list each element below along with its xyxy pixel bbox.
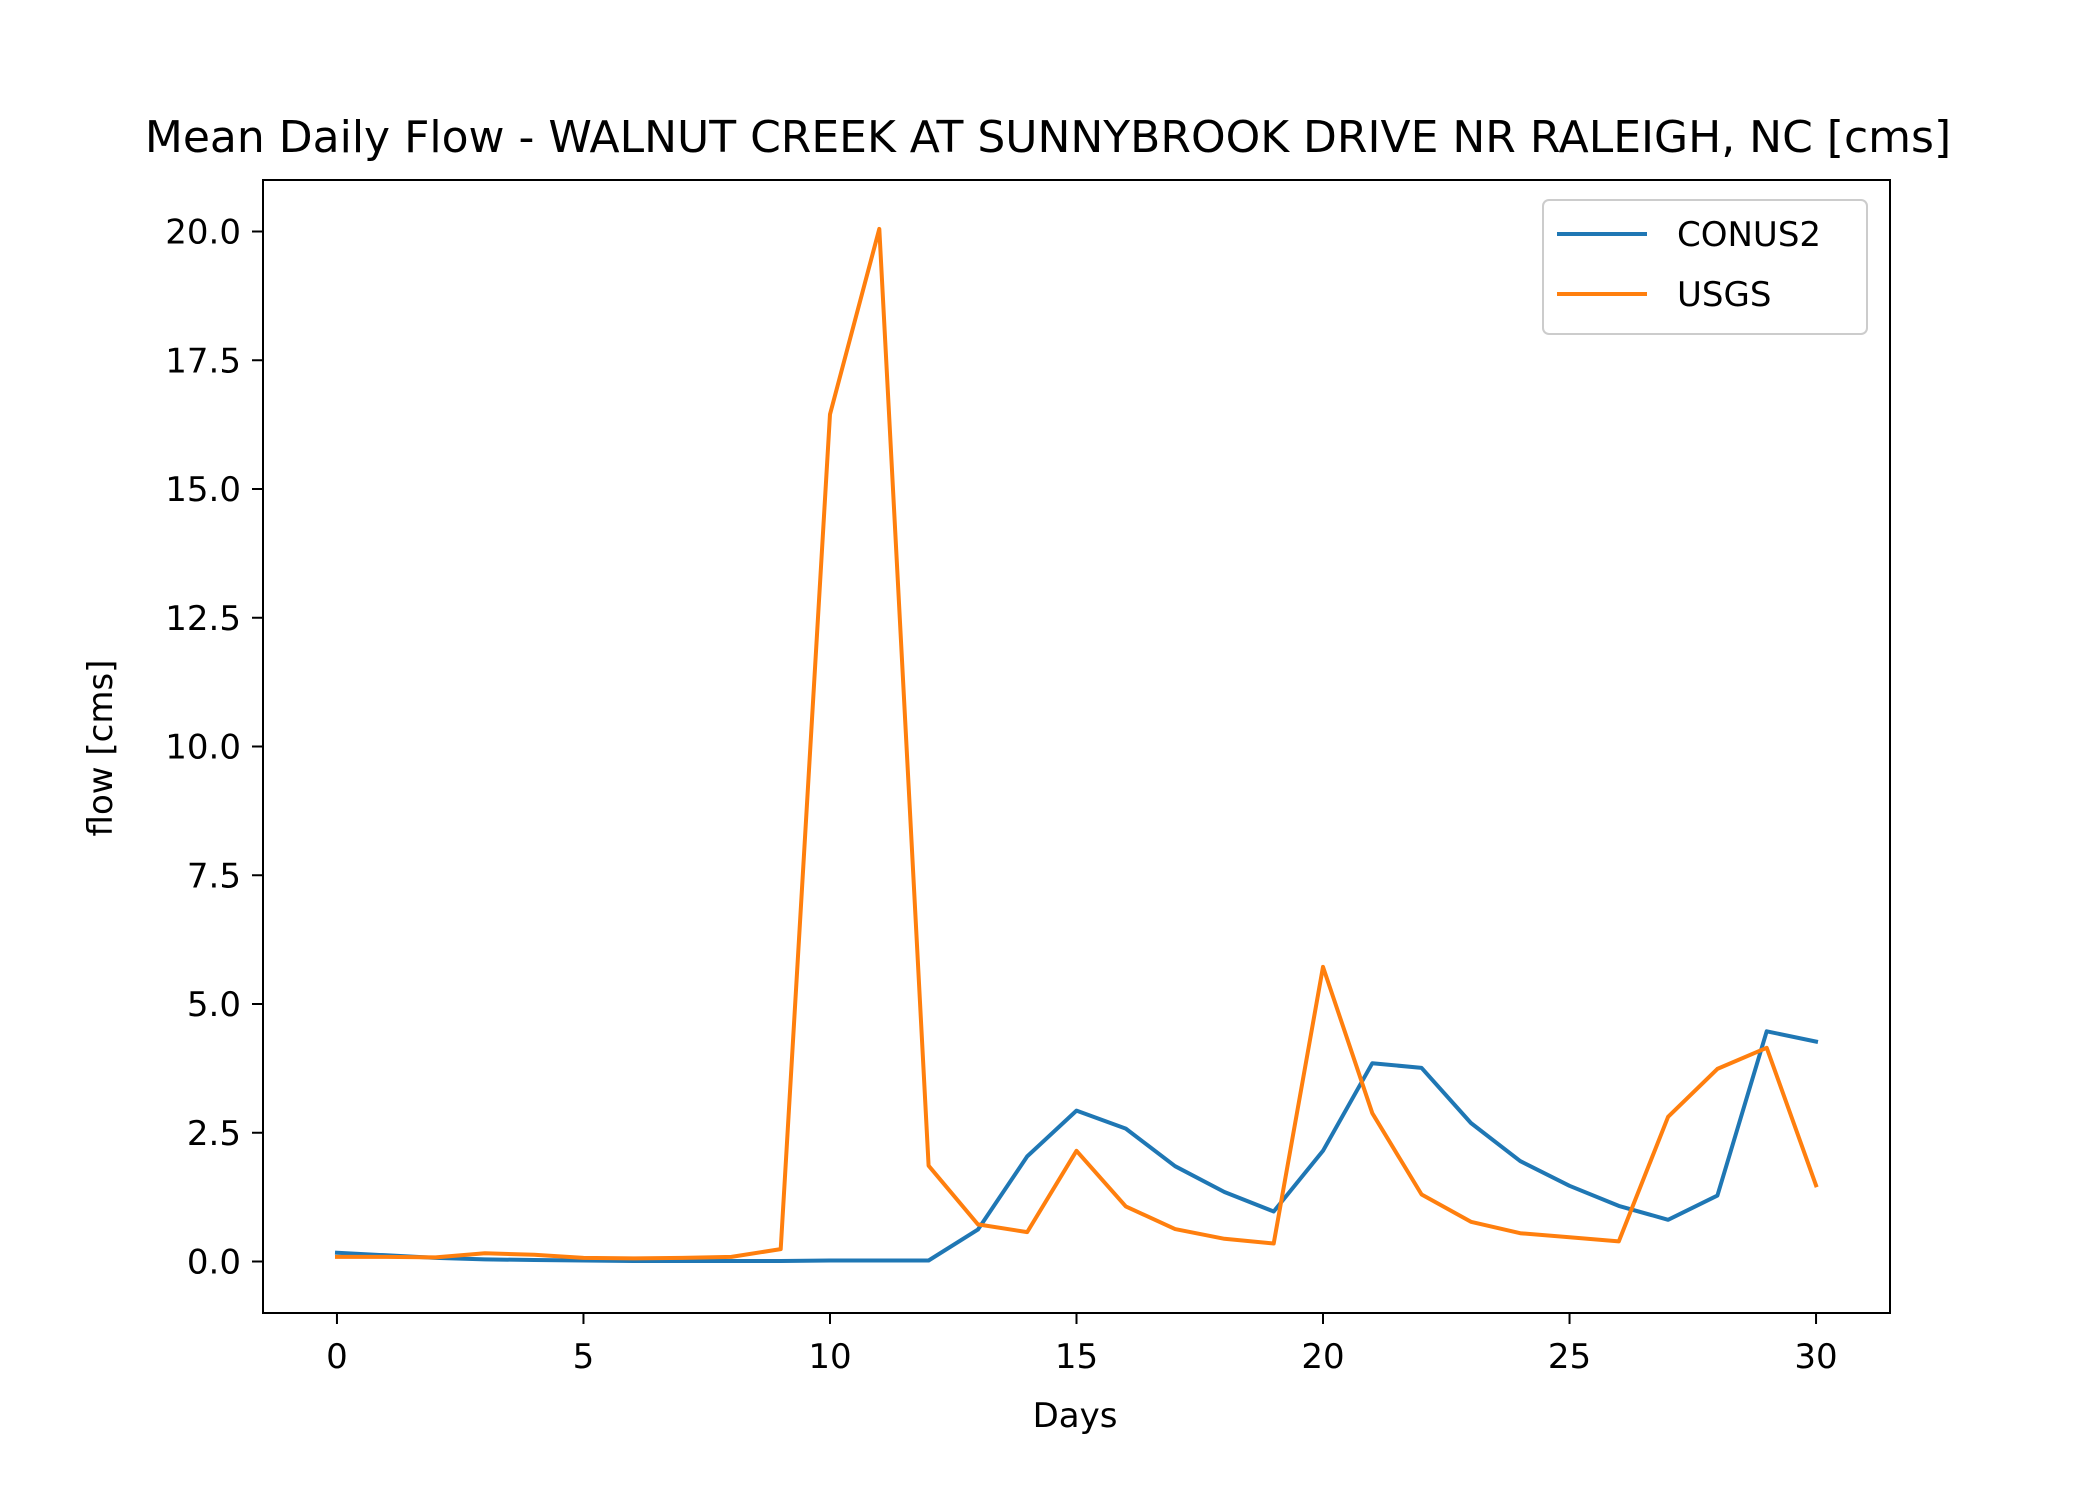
data-point-conus2 bbox=[1025, 1154, 1029, 1158]
y-tick-label: 7.5 bbox=[187, 856, 241, 896]
data-point-usgs bbox=[1321, 965, 1325, 969]
data-point-conus2 bbox=[828, 1259, 832, 1263]
data-point-usgs bbox=[1222, 1237, 1226, 1241]
data-point-usgs bbox=[1518, 1231, 1522, 1235]
x-tick-label: 10 bbox=[808, 1337, 851, 1377]
y-tick-label: 12.5 bbox=[165, 599, 241, 639]
data-point-usgs bbox=[434, 1255, 438, 1259]
data-point-usgs bbox=[1814, 1183, 1818, 1187]
data-point-usgs bbox=[1715, 1067, 1719, 1071]
data-point-conus2 bbox=[976, 1228, 980, 1232]
data-point-conus2 bbox=[1469, 1121, 1473, 1125]
data-point-conus2 bbox=[1765, 1029, 1769, 1033]
data-point-conus2 bbox=[483, 1257, 487, 1261]
data-point-usgs bbox=[1370, 1111, 1374, 1115]
y-tick-label: 5.0 bbox=[187, 985, 241, 1025]
data-point-usgs bbox=[335, 1255, 339, 1259]
legend-label-usgs: USGS bbox=[1677, 275, 1771, 315]
chart-title: Mean Daily Flow - WALNUT CREEK AT SUNNYB… bbox=[145, 112, 1951, 163]
data-point-usgs bbox=[1025, 1230, 1029, 1234]
data-point-conus2 bbox=[1173, 1164, 1177, 1168]
data-point-usgs bbox=[1272, 1242, 1276, 1246]
data-point-conus2 bbox=[1321, 1149, 1325, 1153]
data-point-usgs bbox=[1617, 1239, 1621, 1243]
data-point-conus2 bbox=[532, 1258, 536, 1262]
data-point-conus2 bbox=[877, 1259, 881, 1263]
data-point-usgs bbox=[1765, 1046, 1769, 1050]
data-point-conus2 bbox=[1075, 1109, 1079, 1113]
data-point-conus2 bbox=[779, 1259, 783, 1263]
data-point-usgs bbox=[1568, 1235, 1572, 1239]
data-point-usgs bbox=[1666, 1115, 1670, 1119]
data-point-usgs bbox=[976, 1222, 980, 1226]
y-axis-label: flow [cms] bbox=[81, 660, 121, 837]
y-axis: 0.0 2.5 5.0 7.5 10.0 12.5 15.0 17.5 20.0 bbox=[165, 213, 263, 1283]
y-tick-label: 20.0 bbox=[165, 213, 241, 253]
data-point-conus2 bbox=[1666, 1218, 1670, 1222]
data-point-usgs bbox=[1124, 1204, 1128, 1208]
y-tick-label: 10.0 bbox=[165, 728, 241, 768]
data-point-usgs bbox=[1075, 1149, 1079, 1153]
data-point-usgs bbox=[1469, 1220, 1473, 1224]
data-point-conus2 bbox=[1518, 1159, 1522, 1163]
data-point-usgs bbox=[582, 1256, 586, 1260]
legend-label-conus2: CONUS2 bbox=[1677, 215, 1821, 255]
y-tick-label: 15.0 bbox=[165, 470, 241, 510]
y-tick-label: 2.5 bbox=[187, 1114, 241, 1154]
data-point-conus2 bbox=[729, 1259, 733, 1263]
legend: CONUS2 USGS bbox=[1542, 199, 1868, 335]
series-line-conus2 bbox=[334, 1029, 1819, 1263]
data-point-usgs bbox=[532, 1253, 536, 1257]
x-tick-label: 15 bbox=[1055, 1337, 1098, 1377]
data-point-conus2 bbox=[1370, 1061, 1374, 1065]
data-point-conus2 bbox=[1617, 1204, 1621, 1208]
x-tick-label: 0 bbox=[326, 1337, 348, 1377]
data-point-usgs bbox=[779, 1247, 783, 1251]
data-point-usgs bbox=[1420, 1193, 1424, 1197]
x-tick-label: 25 bbox=[1548, 1337, 1591, 1377]
data-point-conus2 bbox=[1124, 1127, 1128, 1131]
x-axis: 0 5 10 15 20 25 30 bbox=[326, 1313, 1838, 1377]
x-tick-label: 30 bbox=[1794, 1337, 1837, 1377]
data-point-usgs bbox=[927, 1164, 931, 1168]
data-point-usgs bbox=[680, 1256, 684, 1260]
data-point-usgs bbox=[729, 1255, 733, 1259]
data-point-usgs bbox=[828, 412, 832, 416]
data-point-usgs bbox=[631, 1256, 635, 1260]
series-line-usgs bbox=[335, 226, 1819, 1261]
y-tick-label: 0.0 bbox=[187, 1243, 241, 1283]
x-tick-label: 20 bbox=[1301, 1337, 1344, 1377]
data-point-conus2 bbox=[1222, 1190, 1226, 1194]
y-tick-label: 17.5 bbox=[165, 341, 241, 381]
data-point-usgs bbox=[1173, 1227, 1177, 1231]
data-point-conus2 bbox=[1272, 1210, 1276, 1214]
data-point-conus2 bbox=[1420, 1066, 1424, 1070]
x-tick-label: 5 bbox=[573, 1337, 595, 1377]
data-point-conus2 bbox=[1814, 1040, 1818, 1044]
x-axis-label: Days bbox=[1033, 1396, 1118, 1436]
data-point-usgs bbox=[877, 227, 881, 231]
data-point-conus2 bbox=[335, 1251, 339, 1255]
data-point-conus2 bbox=[1568, 1184, 1572, 1188]
data-point-usgs bbox=[483, 1251, 487, 1255]
data-point-usgs bbox=[384, 1255, 388, 1259]
data-point-conus2 bbox=[927, 1259, 931, 1263]
data-point-conus2 bbox=[1715, 1194, 1719, 1198]
